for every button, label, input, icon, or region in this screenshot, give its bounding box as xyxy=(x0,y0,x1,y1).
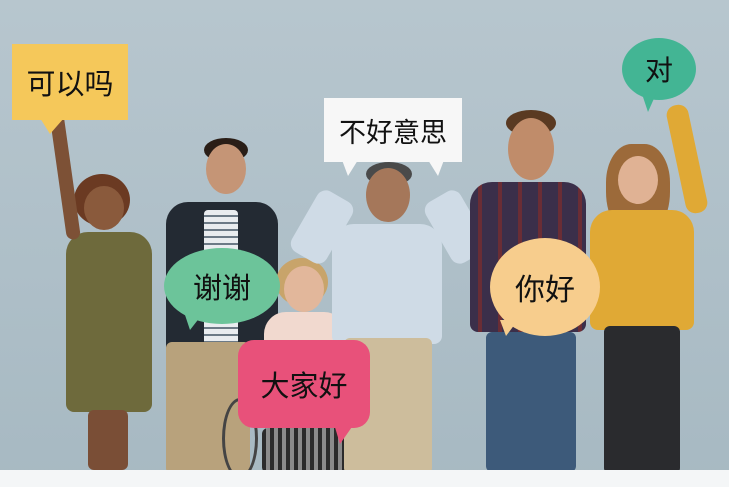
face xyxy=(206,144,246,194)
face xyxy=(284,266,324,312)
person-woman-olive-dress xyxy=(49,109,168,470)
bubble-tail xyxy=(500,320,518,336)
face xyxy=(618,156,658,204)
bubble-text-thanks: 谢谢 xyxy=(192,271,251,305)
face xyxy=(366,168,410,222)
bubble-tail xyxy=(342,160,358,176)
bubble-tail xyxy=(428,160,444,176)
bubble-tail xyxy=(184,312,204,330)
bubble-text-hello: 你好 xyxy=(515,273,575,308)
bubble-text-hello-everyone: 大家好 xyxy=(260,369,348,403)
face xyxy=(84,186,124,230)
speech-bubble-hello: 你好 xyxy=(490,238,600,336)
legs xyxy=(88,410,128,470)
person-woman-yellow-sweater xyxy=(586,102,714,474)
speech-bubble-right: 对 xyxy=(622,38,696,112)
speech-bubble-can-i: 可以吗 xyxy=(12,44,128,134)
speech-bubble-sorry: 不好意思 xyxy=(324,98,462,176)
blue-shirt xyxy=(332,224,442,344)
bubble-text-can-i: 可以吗 xyxy=(26,67,114,101)
raised-arm xyxy=(664,102,710,216)
olive-dress xyxy=(66,232,152,412)
bubble-text-sorry: 不好意思 xyxy=(339,117,447,149)
speech-bubble-hello-everyone: 大家好 xyxy=(238,340,370,444)
bubble-text-right: 对 xyxy=(644,54,673,87)
floor xyxy=(0,470,729,487)
bubble-tail xyxy=(642,94,656,112)
face xyxy=(508,118,554,180)
bubble-tail xyxy=(40,118,64,134)
person-man-blue-shirt xyxy=(287,162,491,474)
bubble-tail xyxy=(334,424,354,444)
yellow-sweater xyxy=(590,210,694,330)
speech-bubble-thanks: 谢谢 xyxy=(164,248,280,330)
blue-jeans xyxy=(486,332,576,472)
black-jeans xyxy=(604,326,680,474)
person-man-blazer xyxy=(152,138,282,474)
